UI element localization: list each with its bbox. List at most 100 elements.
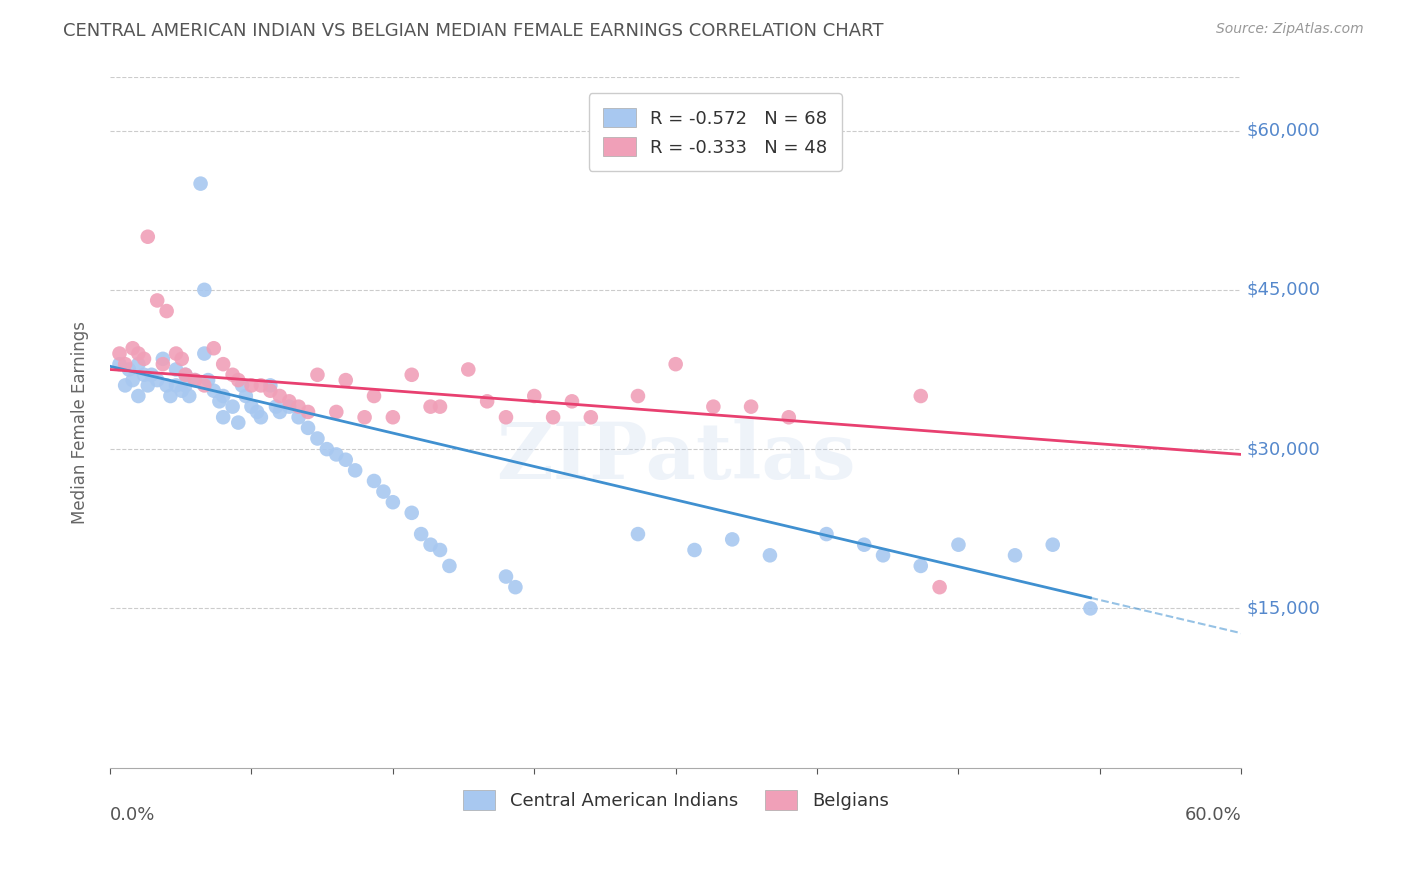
Point [212, 389, 235, 403]
Point [381, 410, 404, 425]
Point [278, 394, 301, 409]
Point [152, 357, 174, 371]
Point [259, 378, 281, 392]
Point [307, 432, 329, 446]
Point [363, 474, 385, 488]
Point [170, 351, 193, 366]
Point [118, 362, 141, 376]
Point [702, 400, 724, 414]
Point [315, 442, 337, 456]
Point [307, 368, 329, 382]
Point [439, 558, 461, 573]
Point [202, 341, 225, 355]
Point [335, 373, 357, 387]
Point [208, 394, 231, 409]
Point [561, 394, 583, 409]
Point [146, 293, 169, 308]
Point [627, 527, 650, 541]
Point [226, 416, 249, 430]
Point [778, 410, 800, 425]
Point [193, 346, 215, 360]
Point [156, 378, 179, 392]
Text: 60.0%: 60.0% [1184, 805, 1241, 823]
Point [184, 373, 207, 387]
Point [287, 410, 309, 425]
Text: CENTRAL AMERICAN INDIAN VS BELGIAN MEDIAN FEMALE EARNINGS CORRELATION CHART: CENTRAL AMERICAN INDIAN VS BELGIAN MEDIA… [63, 22, 884, 40]
Point [141, 368, 163, 382]
Point [212, 410, 235, 425]
Point [193, 378, 215, 392]
Point [184, 373, 207, 387]
Point [264, 400, 287, 414]
Point [156, 304, 179, 318]
Point [146, 373, 169, 387]
Point [495, 410, 517, 425]
Point [212, 357, 235, 371]
Point [297, 421, 319, 435]
Point [127, 389, 149, 403]
Point [136, 229, 159, 244]
Point [683, 543, 706, 558]
Point [221, 368, 243, 382]
Point [114, 378, 136, 392]
Point [325, 405, 347, 419]
Point [401, 506, 423, 520]
Point [114, 357, 136, 371]
Point [495, 569, 517, 583]
Point [505, 580, 527, 594]
Point [948, 538, 970, 552]
Point [740, 400, 762, 414]
Point [665, 357, 688, 371]
Point [127, 346, 149, 360]
Legend: Central American Indians, Belgians: Central American Indians, Belgians [456, 783, 896, 817]
Point [1042, 538, 1064, 552]
Point [193, 283, 215, 297]
Text: $15,000: $15,000 [1247, 599, 1320, 617]
Point [419, 400, 441, 414]
Point [174, 378, 197, 392]
Point [174, 368, 197, 382]
Point [297, 405, 319, 419]
Text: $30,000: $30,000 [1247, 440, 1320, 458]
Point [231, 378, 253, 392]
Point [240, 400, 263, 414]
Point [1004, 549, 1026, 563]
Point [170, 384, 193, 398]
Point [344, 463, 367, 477]
Point [174, 368, 197, 382]
Point [910, 389, 932, 403]
Point [872, 549, 894, 563]
Text: Source: ZipAtlas.com: Source: ZipAtlas.com [1216, 22, 1364, 37]
Text: 0.0%: 0.0% [110, 805, 156, 823]
Point [202, 384, 225, 398]
Point [165, 378, 187, 392]
Point [523, 389, 546, 403]
Point [363, 389, 385, 403]
Text: ZIPatlas: ZIPatlas [496, 419, 855, 495]
Point [721, 533, 744, 547]
Point [353, 410, 375, 425]
Point [373, 484, 395, 499]
Point [457, 362, 479, 376]
Point [226, 373, 249, 387]
Point [121, 373, 143, 387]
Point [287, 400, 309, 414]
Point [325, 447, 347, 461]
Point [165, 362, 187, 376]
Point [250, 410, 273, 425]
Point [910, 558, 932, 573]
Point [928, 580, 950, 594]
Point [429, 400, 451, 414]
Point [269, 405, 291, 419]
Point [411, 527, 433, 541]
Point [401, 368, 423, 382]
Point [429, 543, 451, 558]
Point [235, 389, 257, 403]
Point [136, 378, 159, 392]
Point [250, 378, 273, 392]
Point [259, 384, 281, 398]
Point [240, 378, 263, 392]
Point [269, 389, 291, 403]
Point [127, 357, 149, 371]
Point [152, 351, 174, 366]
